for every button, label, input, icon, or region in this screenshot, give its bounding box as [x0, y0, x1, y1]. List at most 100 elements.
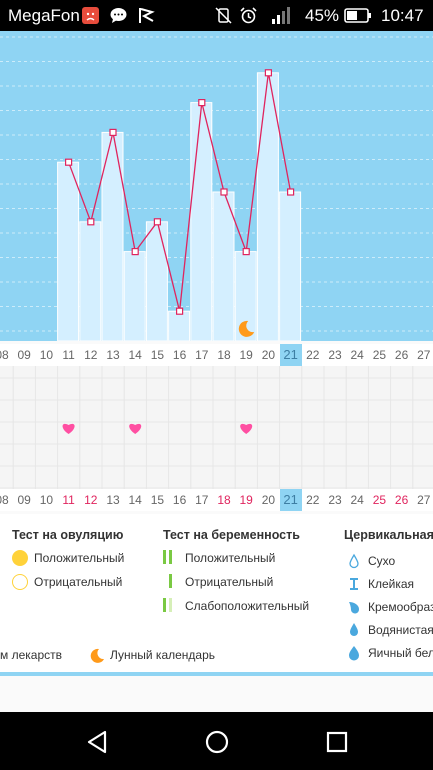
date-cell[interactable]: 12 [84, 348, 98, 362]
date-cell[interactable]: 23 [328, 348, 342, 362]
legend-separator [0, 672, 433, 676]
chart-bar[interactable] [57, 161, 80, 341]
date-cell[interactable]: 09 [17, 493, 31, 507]
drop-outline-icon [346, 553, 362, 569]
date-cell[interactable]: 14 [128, 348, 142, 362]
date-cell[interactable]: 16 [172, 493, 187, 507]
moon-icon [238, 320, 255, 337]
cervical-egg-white-label: Яичный бел [368, 646, 433, 660]
ovulation-negative-label: Отрицательный [34, 575, 123, 589]
chart-bar[interactable] [79, 221, 102, 341]
chart-point[interactable] [287, 188, 295, 196]
filled-circle-icon [12, 550, 28, 566]
date-cell[interactable]: 09 [17, 348, 31, 362]
chart-bar[interactable] [168, 310, 191, 341]
date-cell[interactable]: 20 [261, 348, 276, 362]
date-cell[interactable]: 25 [372, 493, 387, 507]
chart-point[interactable] [64, 158, 73, 166]
pregnancy-negative-label: Отрицательный [185, 575, 274, 589]
cervical-title: Цервикальная [344, 528, 433, 542]
date-cell[interactable]: 11 [62, 348, 75, 362]
date-cell[interactable]: 19 [239, 348, 253, 362]
date-cell[interactable]: 27 [417, 493, 431, 507]
date-cell[interactable]: 18 [217, 493, 231, 507]
weak-strips-icon [163, 598, 179, 614]
chart-bar[interactable] [279, 191, 302, 341]
clock: 10:47 [381, 6, 424, 25]
cervical-sticky-label: Клейкая [368, 577, 415, 591]
battery-percent: 45% [305, 6, 340, 25]
recents-button[interactable] [324, 729, 350, 755]
date-cell[interactable]: 12 [84, 493, 98, 507]
battery-icon [344, 7, 372, 24]
date-cell[interactable]: 20 [261, 493, 276, 507]
date-cell[interactable]: 10 [39, 348, 54, 362]
chat-bubble-icon [110, 7, 127, 24]
chart-point[interactable] [242, 248, 250, 256]
date-cell[interactable]: 13 [106, 348, 120, 362]
chart-point[interactable] [264, 69, 272, 77]
date-cell[interactable]: 21 [279, 489, 302, 511]
home-button[interactable] [204, 729, 230, 755]
date-cell[interactable]: 24 [350, 348, 364, 362]
ovulation-test-title: Тест на овуляцию [12, 528, 124, 542]
chart-point[interactable] [131, 248, 139, 256]
chart-point[interactable] [153, 218, 161, 226]
chart-bar[interactable] [123, 251, 146, 341]
two-strips-icon [163, 550, 179, 566]
chart-point[interactable] [176, 307, 184, 315]
date-cell[interactable]: 26 [394, 348, 409, 362]
moon-icon [88, 647, 104, 663]
heart-icon[interactable] [240, 423, 253, 434]
pregnancy-test-title: Тест на беременность [163, 528, 300, 542]
date-cell[interactable]: 08 [0, 493, 9, 507]
date-cell[interactable]: 14 [128, 493, 142, 507]
creamy-drop-icon [346, 599, 362, 615]
date-cell[interactable]: 18 [217, 348, 231, 362]
date-cell[interactable]: 15 [150, 348, 165, 362]
temperature-chart[interactable] [0, 31, 433, 341]
date-cell[interactable]: 17 [195, 493, 209, 507]
date-cell[interactable]: 11 [62, 493, 75, 507]
chart-point[interactable] [87, 218, 95, 226]
date-cell[interactable]: 26 [394, 493, 409, 507]
heart-icon[interactable] [129, 423, 142, 434]
back-button[interactable] [85, 729, 111, 755]
date-cell[interactable]: 13 [106, 493, 120, 507]
cervical-dry-label: Сухо [368, 554, 396, 568]
date-cell[interactable]: 17 [195, 348, 209, 362]
status-bar: MegaFon 45% 10:47 [0, 0, 433, 31]
one-strip-icon [163, 574, 179, 590]
empty-circle-icon [12, 574, 28, 590]
date-cell[interactable]: 25 [372, 348, 387, 362]
vibrate-off-icon [215, 7, 232, 24]
date-cell[interactable]: 22 [306, 348, 320, 362]
pregnancy-positive-label: Положительный [185, 551, 276, 565]
chart-bar[interactable] [145, 221, 168, 341]
cervical-creamy-label: Кремообраз [368, 600, 433, 614]
heart-icon[interactable] [62, 423, 75, 434]
date-cell[interactable]: 10 [39, 493, 54, 507]
recents-square-icon [326, 731, 348, 753]
chart-point[interactable] [220, 188, 228, 196]
events-grid[interactable] [0, 366, 433, 489]
chart-point[interactable] [198, 98, 206, 107]
events-svg [0, 366, 433, 489]
date-cell[interactable]: 19 [239, 493, 253, 507]
date-cell[interactable]: 15 [150, 493, 165, 507]
date-cell[interactable]: 08 [0, 348, 9, 362]
water-drop-icon [346, 622, 362, 638]
chart-point[interactable] [109, 128, 117, 137]
date-cell[interactable]: 21 [279, 344, 302, 366]
date-cell[interactable]: 27 [417, 348, 431, 362]
cervical-watery-label: Водянистая [368, 623, 433, 637]
date-cell[interactable]: 22 [306, 493, 320, 507]
egg-white-drop-icon [346, 645, 362, 661]
chart-bar[interactable] [212, 191, 235, 341]
chart-bar[interactable] [190, 102, 213, 341]
date-cell[interactable]: 16 [172, 348, 187, 362]
date-cell[interactable]: 23 [328, 493, 342, 507]
date-cell[interactable]: 24 [350, 493, 364, 507]
home-circle-icon [205, 730, 229, 754]
